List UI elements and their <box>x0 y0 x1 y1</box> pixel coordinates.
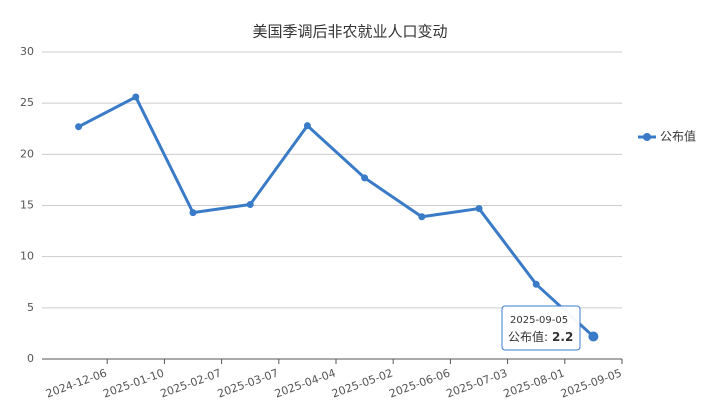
point <box>588 331 599 342</box>
tooltip-value: 2.2 <box>552 330 573 344</box>
x-tick-label: 2025-04-04 <box>273 366 338 400</box>
x-tick-label: 2025-07-03 <box>445 366 510 400</box>
y-tick-label: 30 <box>20 45 34 58</box>
x-tick-label: 2025-09-05 <box>559 366 624 400</box>
y-tick-label: 10 <box>20 250 34 263</box>
tooltip-body: 公布值: 2.2 <box>508 329 573 344</box>
point <box>475 205 483 213</box>
x-tick-label: 2024-12-06 <box>44 366 109 400</box>
point <box>532 280 540 288</box>
x-tick-label: 2025-03-07 <box>216 366 281 400</box>
x-tick-label: 2025-02-07 <box>159 366 224 400</box>
point <box>246 200 254 208</box>
x-tick-label: 2025-01-10 <box>101 366 166 400</box>
chart-title: 美国季调后非农就业人口变动 <box>252 23 447 41</box>
legend-label: 公布值 <box>660 129 696 144</box>
y-tick-label: 5 <box>27 301 34 314</box>
x-tick-label: 2025-08-01 <box>502 366 567 400</box>
point <box>189 209 197 217</box>
tooltip <box>501 305 581 351</box>
point <box>303 122 311 130</box>
tooltip-title: 2025-09-05 <box>510 315 568 326</box>
point <box>418 213 426 221</box>
y-tick-label: 20 <box>20 147 34 160</box>
legend-marker <box>643 133 651 141</box>
x-tick-label: 2025-05-02 <box>330 366 395 400</box>
y-tick-label: 15 <box>20 199 34 212</box>
tooltip-label: 公布值: <box>508 329 548 344</box>
y-tick-label: 25 <box>20 96 34 109</box>
point <box>361 174 369 182</box>
line <box>77 94 595 338</box>
point <box>132 93 140 101</box>
y-tick-label: 0 <box>27 352 34 365</box>
x-tick-label: 2025-06-06 <box>387 366 452 400</box>
point <box>75 123 83 131</box>
